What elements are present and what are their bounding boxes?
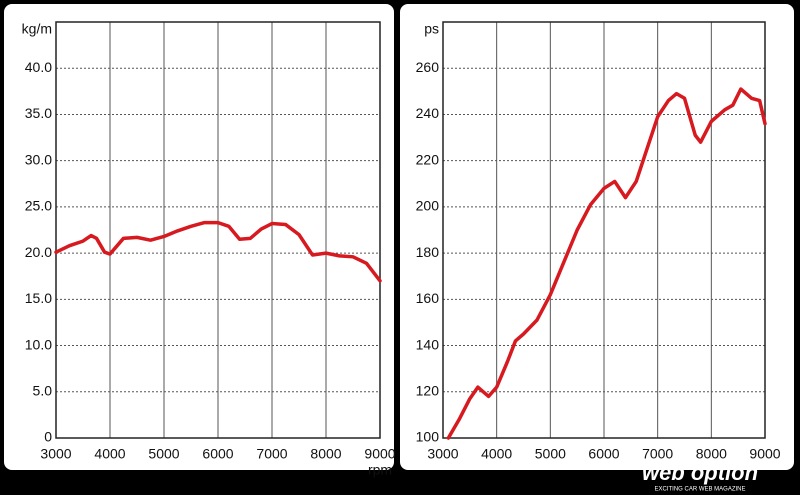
x-tick-label: 5000 [535,446,566,462]
y-tick-label: 240 [416,105,440,121]
y-tick-label: 100 [416,429,440,445]
y-tick-label: 220 [416,151,440,167]
watermark-logo: web option [642,460,758,485]
y-tick-label: 5.0 [33,382,53,398]
x-tick-label: 3000 [40,446,71,462]
y-tick-label: 140 [416,336,440,352]
y-tick-label: 160 [416,290,440,306]
panel [4,4,394,470]
data-line [54,220,382,283]
y-axis-label: kg/m [22,21,52,37]
y-tick-label: 120 [416,382,440,398]
panel [400,4,794,470]
y-tick-label: 10.0 [25,336,52,352]
x-tick-label: 4000 [481,446,512,462]
y-tick-label: 35.0 [25,105,52,121]
plot-frame [442,21,766,439]
y-tick-label: 180 [416,244,440,260]
y-tick-label: 260 [416,59,440,75]
y-axis-label: ps [424,21,439,37]
y-tick-label: 0 [44,429,52,445]
x-tick-label: 7000 [642,446,673,462]
x-tick-label: 5000 [148,446,179,462]
plot-frame [55,21,381,439]
x-tick-label: 6000 [202,446,233,462]
x-tick-label: 9000 [364,446,395,462]
y-tick-label: 15.0 [25,290,52,306]
x-tick-label: 6000 [588,446,619,462]
x-tick-label: 8000 [310,446,341,462]
x-tick-label: 4000 [94,446,125,462]
x-tick-label: 3000 [427,446,458,462]
y-tick-label: 30.0 [25,151,52,167]
y-tick-label: 25.0 [25,198,52,214]
x-tick-label: 7000 [256,446,287,462]
watermark-tagline: EXCITING CAR WEB MAGAZINE [654,487,745,493]
y-tick-label: 20.0 [25,244,52,260]
x-tick-label: 8000 [696,446,727,462]
x-tick-label: 9000 [749,446,780,462]
x-axis-label: rpm [368,462,392,478]
data-line [446,87,767,440]
y-tick-label: 40.0 [25,59,52,75]
y-tick-label: 200 [416,198,440,214]
